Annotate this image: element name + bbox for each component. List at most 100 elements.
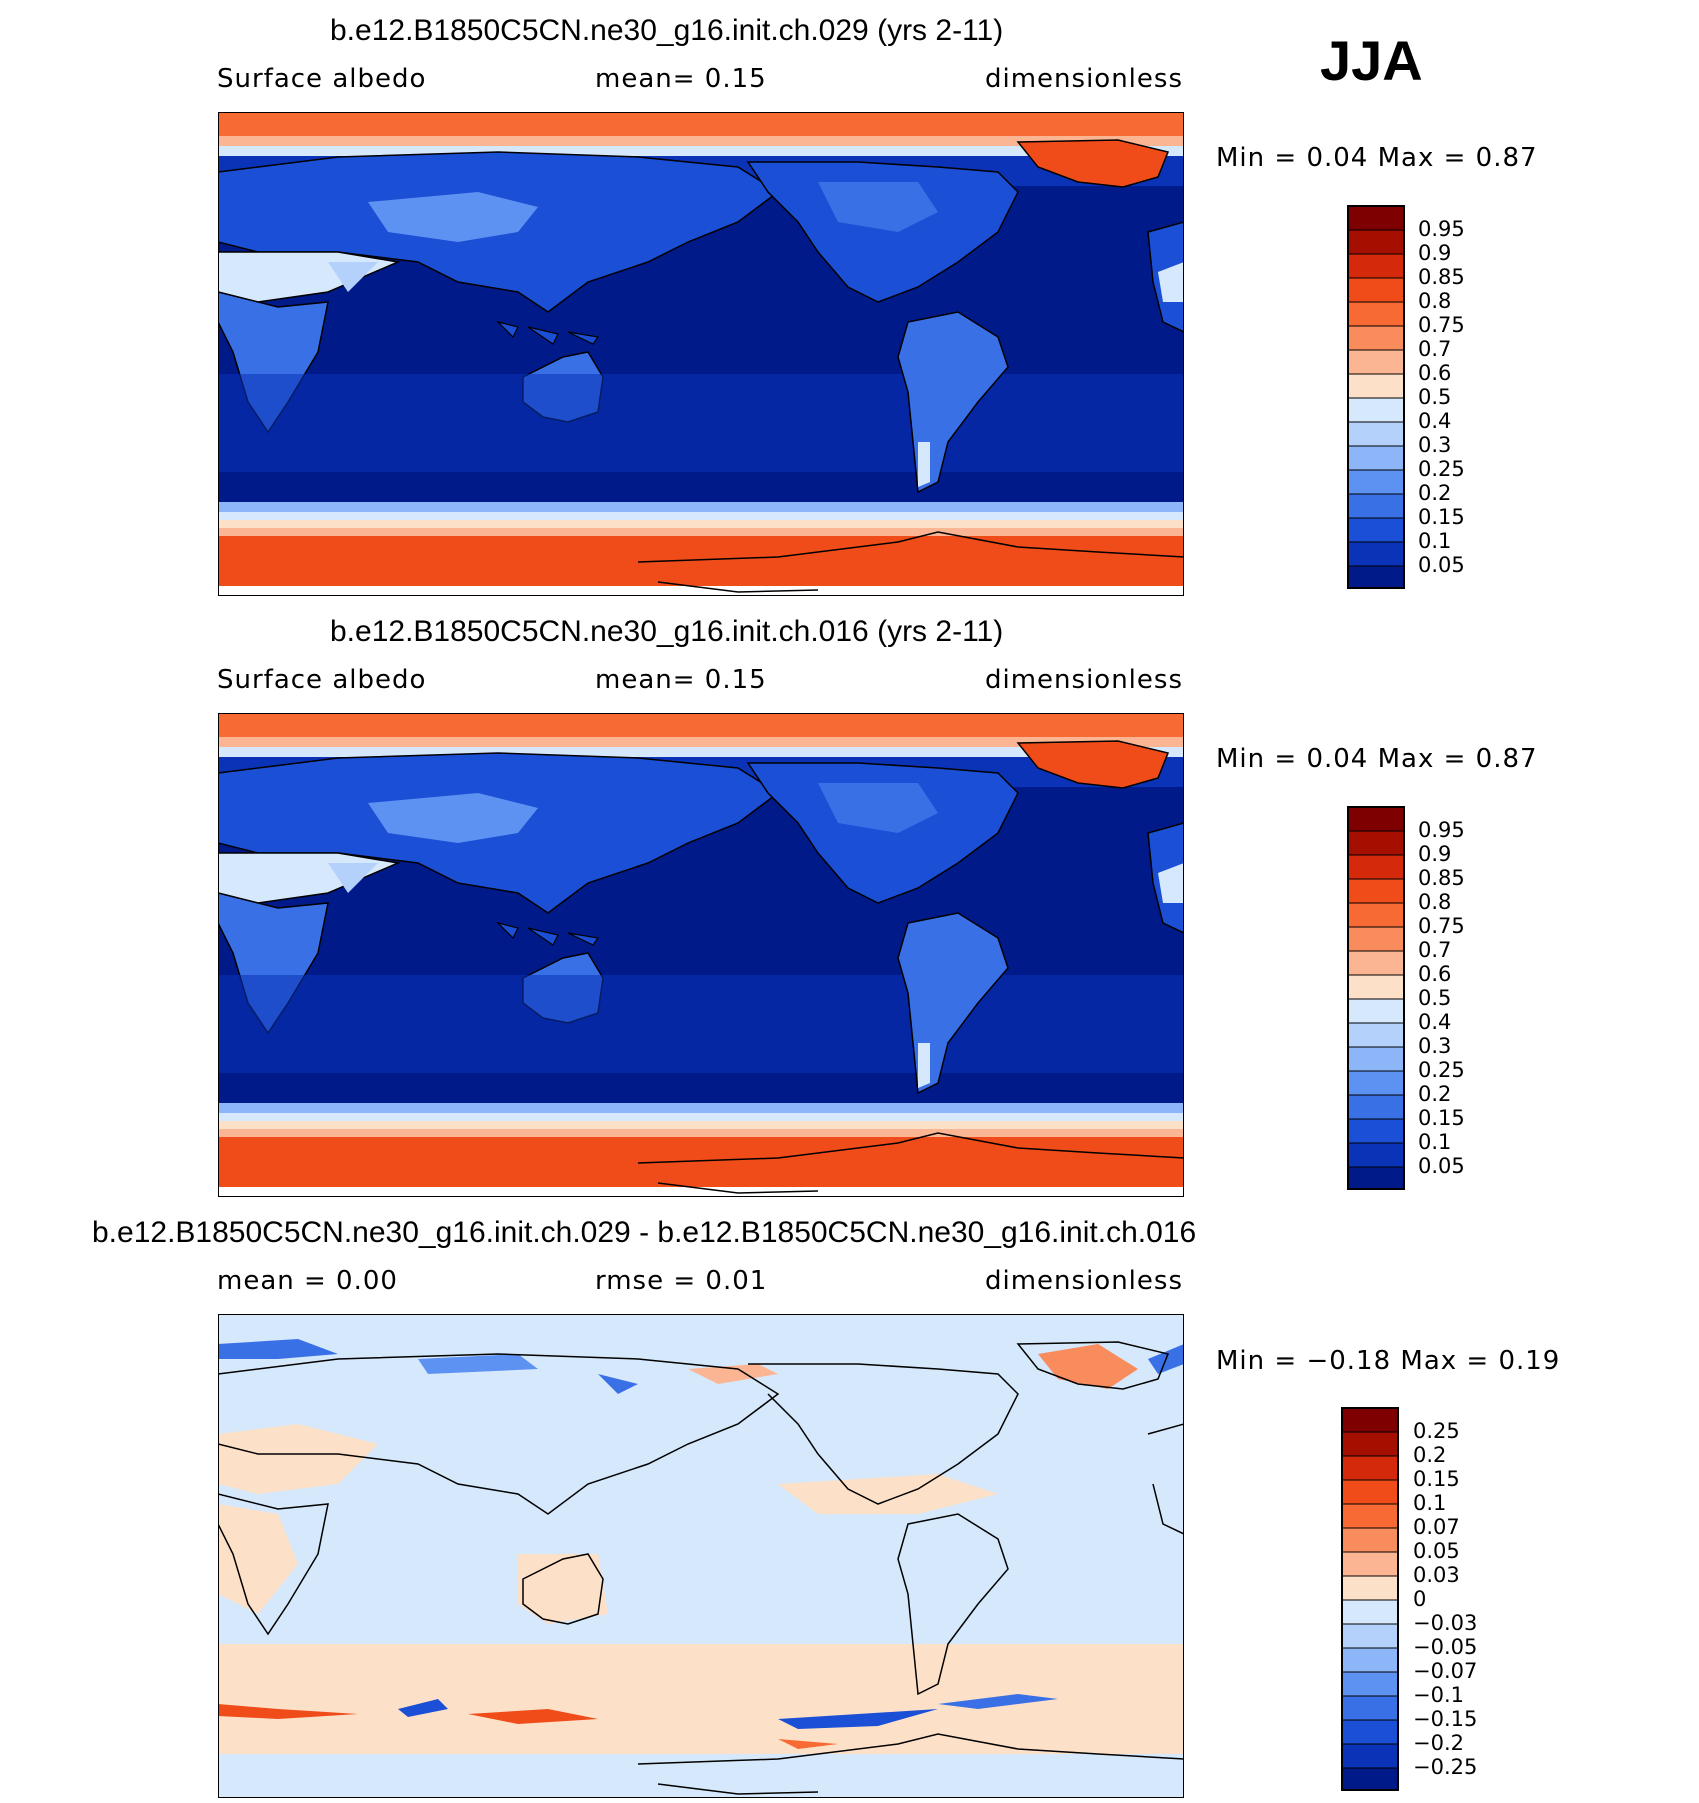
colorbar-tick-label: −0.05 — [1413, 1635, 1478, 1659]
colorbar-tick-label: 0.15 — [1413, 1467, 1460, 1491]
colorbar-swatch — [1341, 1575, 1399, 1601]
colorbar-tick-label: 0.15 — [1418, 1106, 1465, 1130]
colorbar-swatch — [1347, 830, 1405, 856]
season-label: JJA — [1320, 29, 1423, 92]
colorbar-tick-label: 0.2 — [1413, 1443, 1447, 1467]
colorbar-tick-label: 0.6 — [1418, 361, 1452, 385]
colorbar-swatch — [1347, 469, 1405, 495]
panel-3-units: dimensionless — [985, 1266, 1183, 1296]
colorbar-tick-label: −0.15 — [1413, 1707, 1478, 1731]
colorbar-swatch — [1347, 854, 1405, 880]
panel-1-map — [218, 112, 1184, 596]
colorbar-tick-label: 0.1 — [1418, 1130, 1452, 1154]
colorbar-swatch — [1347, 1142, 1405, 1168]
colorbar-tick-label: 0.7 — [1418, 938, 1452, 962]
colorbar-tick-label: 0.1 — [1413, 1491, 1447, 1515]
colorbar-swatch — [1341, 1431, 1399, 1457]
colorbar-swatch — [1347, 229, 1405, 255]
colorbar-swatch — [1341, 1599, 1399, 1625]
panel-2-minmax: Min = 0.04 Max = 0.87 — [1216, 744, 1538, 774]
colorbar-tick-label: 0.5 — [1418, 385, 1452, 409]
colorbar-swatch — [1347, 926, 1405, 952]
colorbar-swatch — [1347, 349, 1405, 375]
panel-2-colorbar — [1347, 806, 1405, 1190]
panel-3-rmse: rmse = 0.01 — [595, 1266, 768, 1296]
colorbar-tick-label: −0.2 — [1413, 1731, 1464, 1755]
colorbar-tick-label: 0.8 — [1418, 289, 1452, 313]
colorbar-swatch — [1347, 277, 1405, 303]
colorbar-swatch — [1341, 1479, 1399, 1505]
colorbar-swatch — [1341, 1743, 1399, 1769]
colorbar-swatch — [1347, 1118, 1405, 1144]
colorbar-tick-label: 0.3 — [1418, 1034, 1452, 1058]
colorbar-swatch — [1341, 1407, 1399, 1433]
colorbar-tick-label: 0.05 — [1418, 553, 1465, 577]
colorbar-swatch — [1341, 1503, 1399, 1529]
panel-2-units: dimensionless — [985, 665, 1183, 695]
panel-1-mean: mean= 0.15 — [595, 64, 767, 94]
colorbar-swatch — [1347, 998, 1405, 1024]
colorbar-swatch — [1347, 806, 1405, 832]
panel-3-minmax: Min = −0.18 Max = 0.19 — [1216, 1346, 1561, 1376]
panel-3-map — [218, 1314, 1184, 1798]
colorbar-tick-label: 0.75 — [1418, 313, 1465, 337]
panel-2-mean: mean= 0.15 — [595, 665, 767, 695]
colorbar-tick-label: 0.7 — [1418, 337, 1452, 361]
panel-1-variable: Surface albedo — [217, 64, 427, 94]
colorbar-tick-label: 0.9 — [1418, 842, 1452, 866]
panel-2-variable: Surface albedo — [217, 665, 427, 695]
colorbar-swatch — [1341, 1767, 1399, 1791]
colorbar-swatch — [1347, 902, 1405, 928]
colorbar-tick-label: 0.2 — [1418, 1082, 1452, 1106]
colorbar-swatch — [1341, 1647, 1399, 1673]
colorbar-swatch — [1347, 253, 1405, 279]
colorbar-swatch — [1347, 1022, 1405, 1048]
colorbar-swatch — [1347, 1070, 1405, 1096]
colorbar-tick-label: 0.6 — [1418, 962, 1452, 986]
colorbar-tick-label: 0.85 — [1418, 866, 1465, 890]
colorbar-tick-label: −0.07 — [1413, 1659, 1478, 1683]
colorbar-swatch — [1347, 493, 1405, 519]
colorbar-tick-label: 0.05 — [1418, 1154, 1465, 1178]
colorbar-swatch — [1347, 421, 1405, 447]
colorbar-swatch — [1347, 1166, 1405, 1190]
panel-2-map — [218, 713, 1184, 1197]
colorbar-tick-label: 0.4 — [1418, 409, 1452, 433]
colorbar-swatch — [1341, 1551, 1399, 1577]
colorbar-swatch — [1347, 325, 1405, 351]
colorbar-tick-label: −0.1 — [1413, 1683, 1464, 1707]
colorbar-tick-label: 0.85 — [1418, 265, 1465, 289]
colorbar-swatch — [1347, 974, 1405, 1000]
colorbar-swatch — [1347, 517, 1405, 543]
colorbar-tick-label: 0.25 — [1413, 1419, 1460, 1443]
colorbar-tick-label: 0.03 — [1413, 1563, 1460, 1587]
panel-1-units: dimensionless — [985, 64, 1183, 94]
colorbar-tick-label: 0.07 — [1413, 1515, 1460, 1539]
colorbar-swatch — [1347, 205, 1405, 231]
colorbar-swatch — [1341, 1695, 1399, 1721]
colorbar-tick-label: 0.9 — [1418, 241, 1452, 265]
colorbar-swatch — [1347, 397, 1405, 423]
colorbar-tick-label: 0.25 — [1418, 1058, 1465, 1082]
colorbar-tick-label: 0.8 — [1418, 890, 1452, 914]
colorbar-tick-label: −0.25 — [1413, 1755, 1478, 1779]
colorbar-swatch — [1347, 878, 1405, 904]
colorbar-swatch — [1347, 445, 1405, 471]
colorbar-tick-label: 0.1 — [1418, 529, 1452, 553]
colorbar-swatch — [1341, 1671, 1399, 1697]
colorbar-swatch — [1341, 1719, 1399, 1745]
colorbar-tick-label: 0.15 — [1418, 505, 1465, 529]
colorbar-swatch — [1341, 1455, 1399, 1481]
colorbar-tick-label: 0.75 — [1418, 914, 1465, 938]
colorbar-tick-label: 0.95 — [1418, 818, 1465, 842]
colorbar-tick-label: 0.5 — [1418, 986, 1452, 1010]
panel-1-colorbar — [1347, 205, 1405, 589]
colorbar-swatch — [1341, 1623, 1399, 1649]
panel-3-colorbar — [1341, 1407, 1399, 1791]
colorbar-swatch — [1347, 373, 1405, 399]
colorbar-tick-label: 0.2 — [1418, 481, 1452, 505]
colorbar-swatch — [1347, 565, 1405, 589]
colorbar-swatch — [1347, 950, 1405, 976]
colorbar-tick-label: −0.03 — [1413, 1611, 1478, 1635]
colorbar-tick-label: 0.25 — [1418, 457, 1465, 481]
